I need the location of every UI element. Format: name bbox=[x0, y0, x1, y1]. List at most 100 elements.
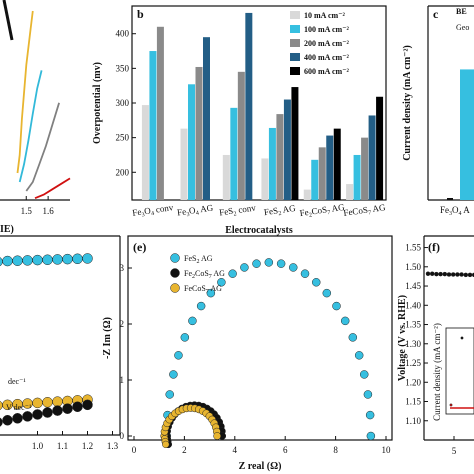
series-line-a bbox=[16, 10, 34, 174]
bar-b bbox=[276, 114, 284, 200]
label-part: CoS bbox=[195, 269, 209, 278]
data-point-d bbox=[0, 400, 3, 411]
bar-b bbox=[141, 105, 149, 200]
data-point-f bbox=[446, 272, 452, 277]
bar-b bbox=[261, 158, 269, 200]
data-point-f bbox=[463, 272, 469, 278]
label-part: Fe bbox=[299, 207, 309, 218]
bar-c bbox=[460, 69, 474, 200]
data-point-d bbox=[12, 255, 23, 266]
panel-d: 1.0 1.1 1.2 1.3 dec⁻¹ V dec⁻¹ bbox=[0, 235, 121, 451]
x-tick-label-d: 1.2 bbox=[82, 441, 93, 451]
data-point-f bbox=[442, 271, 448, 277]
x-tick-label-a: 1.5 bbox=[21, 206, 33, 216]
data-point-e bbox=[300, 269, 310, 278]
legend-label-b: 600 mA cm⁻² bbox=[304, 67, 349, 76]
label-part: AG bbox=[209, 284, 222, 293]
label-part: 7 bbox=[368, 210, 372, 216]
data-point-d bbox=[42, 397, 53, 408]
y-axis-title-b: Overpotential (mv) bbox=[92, 62, 103, 144]
label-part: conv bbox=[153, 202, 174, 215]
legend-label-e: Fe2CoS7 AG bbox=[184, 269, 225, 280]
series-line-a bbox=[34, 177, 71, 200]
data-point-e bbox=[354, 351, 364, 360]
bar-b bbox=[245, 12, 253, 200]
y-tick-label-b: 200 bbox=[116, 167, 130, 177]
legend-swatch-b bbox=[290, 25, 300, 33]
bar-b bbox=[230, 107, 238, 200]
label-part: 4 bbox=[151, 211, 155, 217]
y-tick-label-f: 1.50 bbox=[405, 262, 421, 272]
label-part: FeS bbox=[184, 254, 196, 263]
data-point-e bbox=[311, 278, 321, 287]
plot-frame-e bbox=[127, 235, 393, 441]
y-tick-label-f: 1.15 bbox=[405, 397, 421, 407]
y-tick-label-e: 0 bbox=[120, 431, 125, 441]
y-tick-label-f: 1.55 bbox=[405, 243, 421, 253]
data-point-e bbox=[332, 301, 341, 311]
bar-b bbox=[311, 159, 319, 200]
label-part: CoS bbox=[311, 204, 328, 216]
panel-b: 200 250 300 350 400 Overpotential (mv) Electro… bbox=[92, 5, 387, 236]
legend-marker-e bbox=[170, 283, 180, 293]
legend-label-e: FeS2 AG bbox=[184, 254, 213, 265]
data-point-e bbox=[174, 351, 183, 360]
label-part: 3 bbox=[141, 212, 145, 218]
legend-marker-e bbox=[170, 253, 180, 263]
plot-frame-b bbox=[131, 5, 387, 201]
bar-b bbox=[368, 115, 376, 200]
data-point-e bbox=[196, 301, 206, 311]
data-point-d bbox=[62, 253, 73, 265]
annotation-d: dec⁻¹ bbox=[8, 377, 26, 386]
label-part: FeCoS bbox=[343, 205, 369, 218]
y-axis-title-f: Voltage (V vs. RHE) bbox=[397, 295, 408, 381]
y-tick-label-e: 3 bbox=[120, 263, 125, 273]
legend-swatch-b bbox=[290, 11, 300, 19]
label-part: FeS bbox=[219, 206, 234, 218]
label-part: AG bbox=[199, 254, 212, 263]
x-tick-label-a: 1.6 bbox=[43, 206, 55, 216]
legend-label-c: BE bbox=[456, 7, 467, 16]
bar-b bbox=[353, 154, 361, 200]
data-point-d bbox=[32, 397, 43, 409]
label-part: 2 bbox=[309, 213, 313, 219]
data-point-e bbox=[365, 410, 375, 420]
x-tick-label-c: Fe3O4 A bbox=[440, 205, 470, 217]
bar-b bbox=[318, 147, 326, 200]
data-point-e bbox=[213, 432, 222, 440]
data-point-e bbox=[276, 259, 286, 268]
label-part: Fe bbox=[184, 269, 192, 278]
panel-letter-b: b bbox=[137, 7, 144, 21]
legend-label-b: 400 mA cm⁻² bbox=[304, 53, 349, 62]
x-tick-label-b: FeCoS7 AG bbox=[343, 202, 387, 220]
data-point-e bbox=[363, 390, 373, 399]
x-tick-label-b: FeS2 AG bbox=[263, 203, 297, 219]
bar-b bbox=[180, 128, 188, 200]
x-tick-label-b: Fe3O4 conv bbox=[132, 202, 175, 220]
y-tick-label-f: 1.10 bbox=[405, 416, 421, 426]
panel-a: 1.5 1.6 IE) bbox=[0, 0, 71, 235]
label-part: O bbox=[144, 205, 152, 216]
legend-label-b: 10 mA cm⁻² bbox=[304, 11, 345, 20]
bar-b bbox=[195, 66, 203, 200]
data-point-e bbox=[288, 263, 298, 272]
data-point-e bbox=[188, 316, 197, 326]
x-tick-label-f: 5 bbox=[452, 446, 457, 456]
x-tick-label-e: 8 bbox=[333, 445, 338, 455]
data-point-f bbox=[450, 272, 456, 277]
data-point-d bbox=[2, 255, 13, 267]
data-point-e bbox=[162, 440, 170, 449]
data-point-d bbox=[0, 257, 3, 267]
data-point-e bbox=[322, 288, 332, 298]
data-point-e bbox=[348, 333, 358, 342]
data-point-f bbox=[455, 272, 460, 277]
series-line-a bbox=[25, 102, 60, 192]
data-point-d bbox=[2, 414, 13, 426]
data-point-e bbox=[252, 259, 261, 268]
label-part: 7 bbox=[327, 210, 331, 216]
label-part: 4 bbox=[459, 211, 462, 217]
legend-label-c: Geo bbox=[456, 23, 469, 32]
x-tick-label-e: 4 bbox=[233, 445, 238, 455]
y-tick-label-f: 1.45 bbox=[405, 281, 421, 291]
